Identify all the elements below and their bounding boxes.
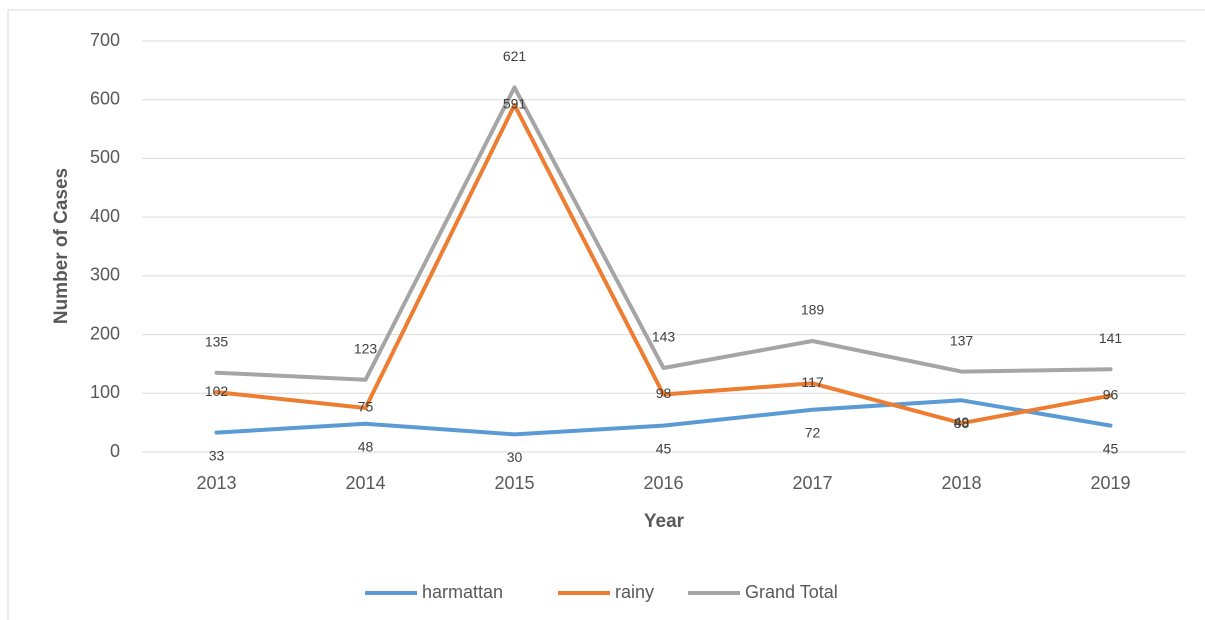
x-tick-label: 2018	[941, 473, 981, 493]
data-label: 591	[503, 96, 527, 112]
y-axis-title: Number of Cases	[51, 168, 72, 324]
series-line	[214, 398, 1113, 437]
data-label: 45	[656, 440, 672, 456]
x-tick-label: 2019	[1090, 473, 1130, 493]
x-tick-label: 2013	[196, 473, 236, 493]
data-label: 45	[1103, 440, 1119, 456]
data-label: 135	[205, 333, 229, 349]
data-label: 72	[805, 424, 821, 440]
data-label: 75	[358, 399, 374, 415]
y-tick-label: 200	[90, 323, 120, 343]
legend-label: Grand Total	[745, 582, 838, 602]
data-label: 49	[954, 414, 970, 430]
data-label: 123	[354, 340, 378, 356]
y-tick-label: 400	[90, 206, 120, 226]
series-line	[214, 85, 1113, 382]
data-label: 621	[503, 48, 527, 64]
y-tick-label: 600	[90, 88, 120, 108]
x-axis-title: Year	[644, 511, 685, 532]
legend-label: rainy	[615, 582, 654, 602]
series-line	[214, 103, 1113, 426]
data-label: 88	[954, 415, 970, 431]
data-label: 137	[950, 332, 974, 348]
x-tick-label: 2015	[494, 473, 534, 493]
legend-label: harmattan	[422, 582, 503, 602]
data-label: 189	[801, 302, 825, 318]
data-label: 117	[801, 374, 824, 390]
y-tick-label: 300	[90, 265, 120, 285]
data-label: 102	[205, 383, 229, 399]
chart-border	[7, 9, 1205, 620]
x-tick-label: 2014	[345, 473, 385, 493]
y-tick-label: 500	[90, 147, 120, 167]
data-label: 143	[652, 329, 676, 345]
data-label: 141	[1099, 330, 1123, 346]
data-label: 98	[656, 385, 672, 401]
y-tick-label: 100	[90, 382, 120, 402]
y-tick-label: 0	[110, 441, 120, 461]
data-label: 30	[507, 449, 523, 465]
x-tick-label: 2016	[643, 473, 683, 493]
data-label: 48	[358, 439, 374, 455]
data-label: 96	[1103, 386, 1119, 402]
data-label: 33	[209, 447, 225, 463]
x-tick-label: 2017	[792, 473, 832, 493]
y-tick-label: 700	[90, 30, 120, 50]
